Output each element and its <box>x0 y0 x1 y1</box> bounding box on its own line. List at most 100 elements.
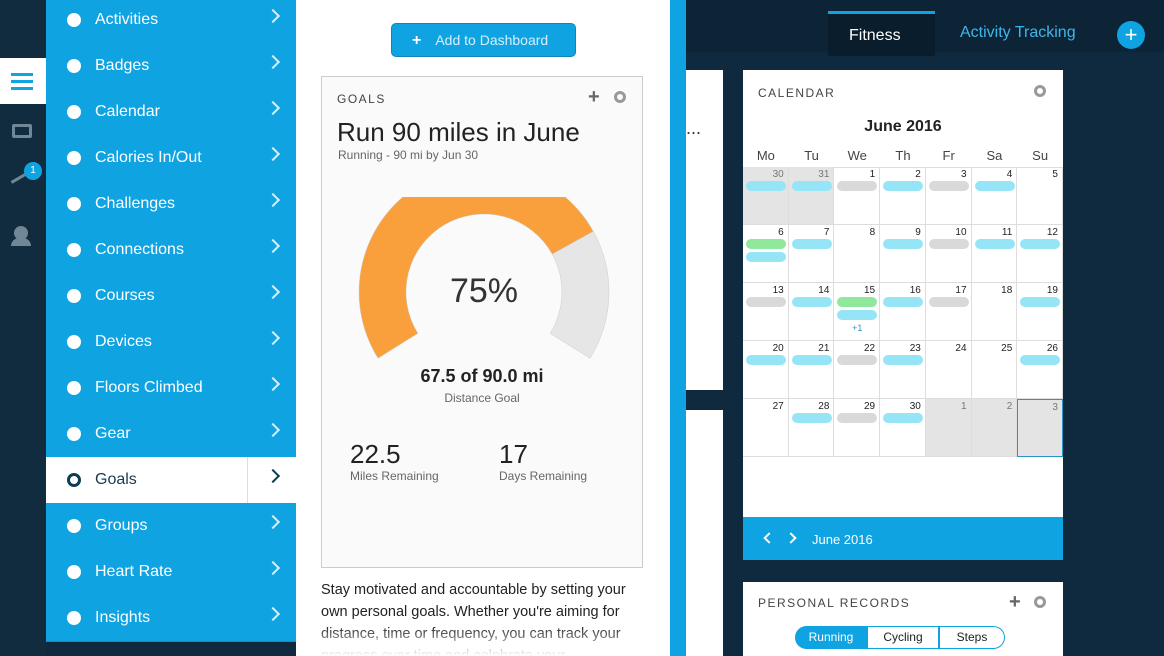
event-pill[interactable] <box>837 181 878 191</box>
day-cell[interactable]: 9 <box>880 225 926 283</box>
menu-item[interactable]: Groups <box>46 503 296 550</box>
day-cell[interactable]: 25 <box>971 341 1018 399</box>
event-pill[interactable] <box>791 239 832 249</box>
add-tab-button[interactable]: + <box>1117 21 1145 49</box>
menu-item[interactable]: Goals <box>46 457 296 504</box>
add-to-dashboard-button[interactable]: + Add to Dashboard <box>391 23 576 57</box>
event-pill[interactable] <box>791 413 832 423</box>
day-cell[interactable]: 7 <box>788 225 835 283</box>
menu-item[interactable]: Devices <box>46 319 296 366</box>
day-cell[interactable]: 11 <box>971 225 1018 283</box>
day-cell[interactable]: 31 <box>788 167 835 225</box>
records-tab[interactable]: Steps <box>939 626 1005 649</box>
day-cell[interactable]: 1 <box>834 167 881 225</box>
menu-item[interactable]: Heart Rate <box>46 549 296 596</box>
more-events[interactable]: +1 <box>852 323 863 333</box>
add-icon[interactable]: + <box>588 86 600 108</box>
menu-item[interactable]: Activities <box>46 0 296 44</box>
event-pill[interactable] <box>746 252 786 262</box>
event-pill[interactable] <box>746 355 786 365</box>
event-pill[interactable] <box>928 297 969 307</box>
menu-item[interactable]: Gear <box>46 411 296 458</box>
day-cell[interactable]: 12 <box>1017 225 1063 283</box>
menu-item[interactable]: Calories In/Out <box>46 135 296 182</box>
menu-item[interactable]: Insights <box>46 595 296 642</box>
day-cell[interactable]: 10 <box>925 225 972 283</box>
add-icon[interactable]: + <box>1009 591 1021 613</box>
event-pill[interactable] <box>883 239 924 249</box>
day-cell[interactable]: 21 <box>788 341 835 399</box>
menu-toggle[interactable] <box>0 58 46 104</box>
day-cell[interactable]: 5 <box>1017 167 1063 225</box>
records-tab[interactable]: Running <box>795 626 867 649</box>
event-pill[interactable] <box>1020 355 1061 365</box>
day-cell[interactable]: 13 <box>743 283 789 341</box>
progress-caption: Distance Goal <box>444 391 520 405</box>
day-number: 30 <box>772 169 784 180</box>
day-cell[interactable]: 28 <box>788 399 835 457</box>
day-cell[interactable]: 14 <box>788 283 835 341</box>
event-pill[interactable] <box>928 239 969 249</box>
settings-icon[interactable] <box>614 91 626 103</box>
settings-icon[interactable] <box>1034 596 1046 608</box>
event-pill[interactable] <box>746 181 786 191</box>
day-cell[interactable]: 1 <box>925 399 972 457</box>
day-cell[interactable]: 22 <box>834 341 881 399</box>
tab-fitness[interactable]: Fitness <box>828 11 935 56</box>
event-pill[interactable] <box>746 239 786 249</box>
prev-month[interactable] <box>763 532 775 544</box>
event-pill[interactable] <box>974 239 1015 249</box>
event-pill[interactable] <box>791 355 832 365</box>
settings-icon[interactable] <box>1034 85 1046 97</box>
day-cell[interactable]: 20 <box>743 341 789 399</box>
day-cell[interactable]: 23 <box>880 341 926 399</box>
event-pill[interactable] <box>883 355 924 365</box>
event-pill[interactable] <box>791 181 832 191</box>
event-pill[interactable] <box>746 297 786 307</box>
event-pill[interactable] <box>837 355 878 365</box>
event-pill[interactable] <box>1020 239 1061 249</box>
day-cell[interactable]: 3 <box>925 167 972 225</box>
event-pill[interactable] <box>837 413 878 423</box>
event-pill[interactable] <box>837 297 878 307</box>
day-cell[interactable]: 18 <box>971 283 1018 341</box>
tab-activity-tracking[interactable]: Activity Tracking <box>960 24 1076 41</box>
menu-item[interactable]: Courses <box>46 273 296 320</box>
event-pill[interactable] <box>928 181 969 191</box>
day-cell[interactable]: 30 <box>743 167 789 225</box>
day-cell[interactable]: 6 <box>743 225 789 283</box>
day-cell[interactable]: 2 <box>880 167 926 225</box>
next-month[interactable] <box>785 532 797 544</box>
day-cell[interactable]: 24 <box>925 341 972 399</box>
day-cell[interactable]: 19 <box>1017 283 1063 341</box>
records-tab[interactable]: Cycling <box>867 626 939 649</box>
event-pill[interactable] <box>883 413 924 423</box>
day-number: 17 <box>955 285 967 296</box>
event-pill[interactable] <box>974 181 1015 191</box>
menu-label: Courses <box>95 287 155 304</box>
day-cell[interactable]: 26 <box>1017 341 1063 399</box>
day-cell[interactable]: 8 <box>834 225 881 283</box>
day-cell[interactable]: 3 <box>1017 399 1063 457</box>
day-cell[interactable]: 15 +1 <box>834 283 881 341</box>
event-pill[interactable] <box>791 297 832 307</box>
event-pill[interactable] <box>1020 297 1061 307</box>
menu-item[interactable]: Floors Climbed <box>46 365 296 412</box>
day-cell[interactable]: 30 <box>880 399 926 457</box>
inbox-icon[interactable] <box>12 124 32 138</box>
notification-badge: 1 <box>24 162 42 180</box>
menu-item[interactable]: Connections <box>46 227 296 274</box>
menu-item[interactable]: Calendar <box>46 89 296 136</box>
event-pill[interactable] <box>883 297 924 307</box>
menu-item[interactable]: Challenges <box>46 181 296 228</box>
day-cell[interactable]: 2 <box>971 399 1018 457</box>
day-cell[interactable]: 29 <box>834 399 881 457</box>
profile-icon[interactable] <box>14 226 28 240</box>
event-pill[interactable] <box>837 310 878 320</box>
day-cell[interactable]: 27 <box>743 399 789 457</box>
menu-item[interactable]: Badges <box>46 43 296 90</box>
event-pill[interactable] <box>883 181 924 191</box>
day-cell[interactable]: 17 <box>925 283 972 341</box>
day-cell[interactable]: 16 <box>880 283 926 341</box>
day-cell[interactable]: 4 <box>971 167 1018 225</box>
